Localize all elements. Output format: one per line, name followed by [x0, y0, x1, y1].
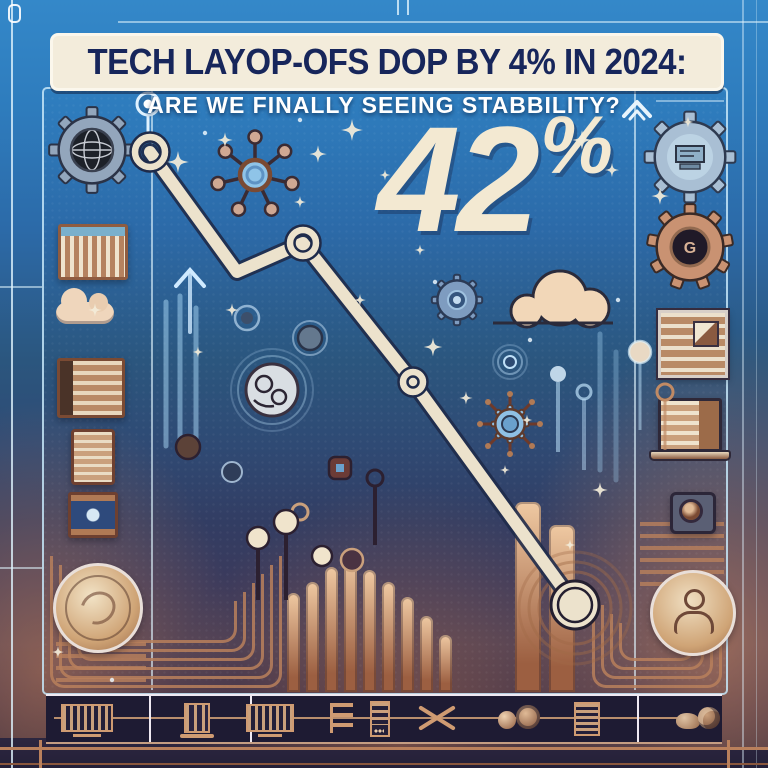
document-lines-icon	[574, 702, 600, 736]
server-bracket-icon	[330, 703, 353, 733]
silhouette-bar	[401, 597, 414, 692]
medallion-person-icon	[650, 570, 736, 656]
server-tower-icon	[370, 701, 390, 737]
monitor-barcode-icon	[246, 704, 294, 737]
crossed-tools-icon	[418, 703, 456, 733]
document-pen-icon	[656, 308, 730, 380]
frame-copper-v-left	[39, 740, 42, 768]
silhouette-bar	[306, 582, 319, 692]
strip-divider	[637, 696, 639, 742]
silhouette-bar	[549, 525, 575, 692]
monitor-chart-icon	[58, 224, 128, 280]
frame-pin	[8, 4, 21, 23]
pebbles-icon	[676, 705, 722, 731]
strip-divider	[149, 696, 151, 742]
medallion-swirl-icon	[53, 563, 143, 653]
frame-tick-top-2	[407, 0, 409, 15]
frame-tick-left-2	[0, 567, 42, 569]
big-stat: 42%	[330, 104, 660, 254]
laptop-document-icon	[649, 398, 731, 461]
frame-line-left	[11, 0, 13, 768]
cloud-icon	[56, 288, 114, 324]
frame-copper-2	[0, 763, 768, 765]
frame-copper-v-right	[727, 740, 730, 768]
silhouette-bar	[515, 502, 541, 692]
stat-number: 42	[377, 95, 540, 263]
camera-module-icon	[670, 492, 716, 534]
headline-text: TECH LAYOP-OFS DOP BY 4% IN 2024:	[87, 41, 687, 82]
silhouette-bar	[287, 593, 300, 692]
headline-banner: TECH LAYOP-OFS DOP BY 4% IN 2024:	[50, 33, 724, 91]
frame-tick-top-1	[397, 0, 399, 15]
subtitle-text: ARE WE FINALLY SEEING STABBILITY?	[147, 92, 621, 118]
frame-tick-left-1	[0, 286, 42, 288]
app-screen-icon	[68, 492, 118, 538]
frame-line-top	[118, 21, 768, 23]
silhouette-bar	[344, 555, 357, 692]
silhouette-bar	[420, 616, 433, 692]
silhouette-bar	[363, 570, 376, 692]
lens-spheres-icon	[498, 705, 542, 731]
frame-tick-right	[656, 100, 724, 102]
frame-copper-1	[0, 747, 768, 750]
dock-monitor-icon	[180, 703, 214, 738]
tablet-icon	[71, 429, 115, 485]
silhouette-bar	[325, 567, 338, 692]
monitor-barcode-icon	[61, 704, 113, 737]
silhouette-bar	[439, 635, 452, 692]
silhouette-bar	[382, 582, 395, 692]
document-panel-icon	[57, 358, 125, 418]
bar-silhouette	[287, 492, 587, 692]
bottom-icon-strip	[46, 694, 722, 744]
